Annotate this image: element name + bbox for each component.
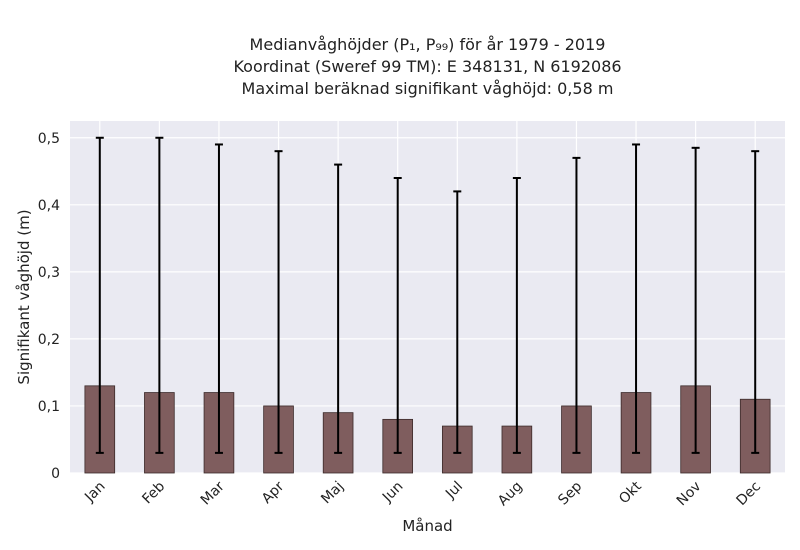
x-tick-label-dec: Dec [734,479,764,509]
x-tick-label-jun: Jun [379,479,406,506]
x-tick-label-jul: Jul [442,479,466,503]
y-axis-ticks: 0 0,1 0,2 0,3 0,4 0,5 [38,131,60,482]
error-bar-nov [691,146,700,454]
chart-title: Medianvåghöjder (P₁, P₉₉) för år 1979 - … [0,34,800,100]
chart-title-line-3: Maximal beräknad signifikant våghöjd: 0,… [241,79,614,98]
error-bar-apr [274,150,283,454]
plot-area [70,121,785,473]
error-bar-aug [512,176,521,454]
x-tick-label-maj: Maj [318,479,347,508]
error-bar-feb [155,136,164,454]
chart-title-line-1: Medianvåghöjder (P₁, P₉₉) för år 1979 - … [249,35,606,54]
x-tick-label-jan: Jan [81,479,108,506]
error-bar-sep [572,156,581,454]
error-bar-mar [214,143,223,454]
y-axis-label: Signifikant våghöjd (m) [15,209,33,384]
error-bars [95,136,760,454]
y-tick-label-4: 0,4 [38,198,60,214]
error-bar-jun [393,176,402,454]
y-tick-label-2: 0,2 [38,332,60,348]
x-tick-label-mar: Mar [198,478,228,508]
error-bar-jul [453,190,462,454]
error-bar-dec [751,150,760,454]
y-tick-label-0: 0 [51,466,60,482]
x-tick-label-aug: Aug [495,479,526,510]
error-bar-okt [632,143,641,454]
y-tick-label-1: 0,1 [38,399,60,415]
y-tick-label-3: 0,3 [38,265,60,281]
x-tick-label-apr: Apr [259,478,288,507]
y-tick-label-5: 0,5 [38,131,60,147]
x-axis-label: Månad [402,517,452,535]
x-tick-label-feb: Feb [139,478,168,507]
x-tick-label-okt: Okt [616,478,645,507]
x-tick-label-sep: Sep [555,478,585,508]
x-axis-ticks: Jan Feb Mar Apr Maj Jun Jul Aug Sep Okt Nov Dec [81,478,764,509]
chart-title-line-2: Koordinat (Sweref 99 TM): E 348131, N 61… [233,57,622,76]
error-bar-jan [95,136,104,454]
x-tick-label-nov: Nov [674,479,705,510]
error-bar-maj [334,163,343,454]
